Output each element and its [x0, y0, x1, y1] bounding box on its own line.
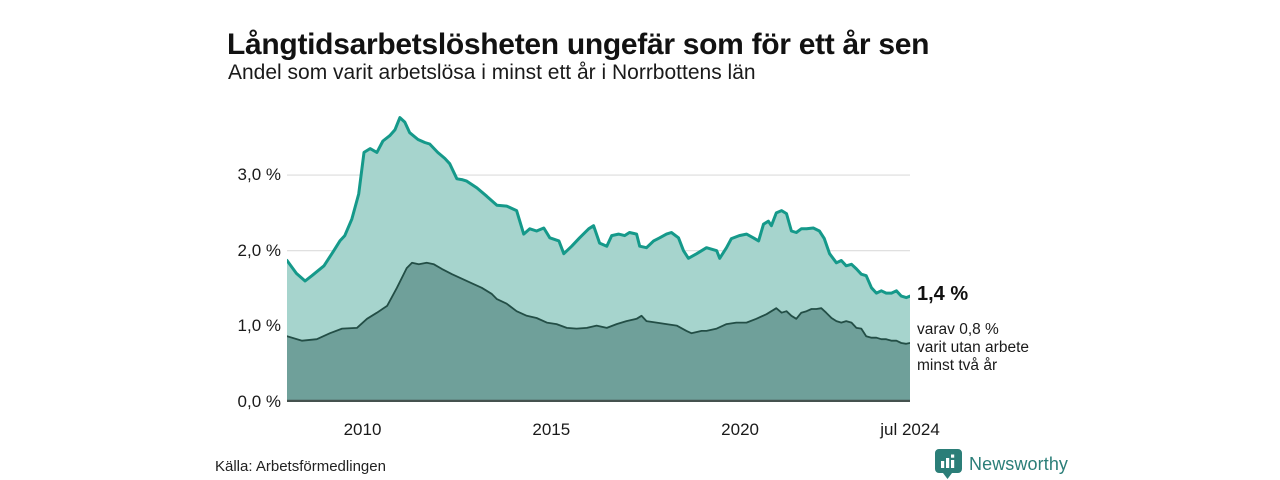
y-tick-label: 2,0 % [237, 240, 281, 260]
y-tick-label: 0,0 % [237, 392, 281, 411]
chart-subtitle: Andel som varit arbetslösa i minst ett å… [228, 61, 756, 84]
area-chart-plot [287, 116, 910, 402]
source-label: Källa: Arbetsförmedlingen [215, 458, 386, 475]
y-tick-label: 1,0 % [237, 316, 281, 336]
x-tick-label: jul 2024 [880, 420, 940, 439]
y-axis-labels: 0,0 % 1,0 % 2,0 % 3,0 % [190, 110, 281, 411]
x-tick-label: 2010 [343, 420, 382, 439]
chart-title: Långtidsarbetslösheten ungefär som för e… [227, 28, 930, 62]
annotation-detail-line: minst två år [917, 357, 998, 374]
newsworthy-bubble-icon [935, 449, 962, 479]
x-tick-label: 2015 [532, 420, 571, 439]
area-line-min-one-year [287, 116, 910, 300]
brand-name: Newsworthy [969, 453, 1069, 474]
annotation-detail-line: varit utan arbete [917, 339, 1030, 356]
annotation-detail-line: varav 0,8 % [917, 321, 999, 338]
annotation-detail: varav 0,8 % varit utan arbete minst två … [917, 321, 1077, 375]
latest-value-annotation: 1,4 % varav 0,8 % varit utan arbete mins… [917, 283, 1077, 375]
x-axis-labels: 2010 2015 2020 jul 2024 [287, 420, 947, 442]
latest-value-label: 1,4 % [917, 283, 969, 305]
x-tick-label: 2020 [721, 420, 760, 439]
area-line-min-two-years [287, 261, 910, 345]
area-fill-min-two-years [287, 262, 910, 402]
y-tick-label: 3,0 % [237, 165, 281, 185]
newsworthy-logo: Newsworthy [935, 449, 1068, 479]
